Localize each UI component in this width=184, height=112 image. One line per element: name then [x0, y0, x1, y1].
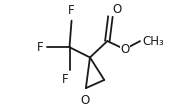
- Text: O: O: [80, 94, 89, 107]
- Text: F: F: [37, 41, 44, 54]
- Text: O: O: [120, 43, 129, 56]
- Text: CH₃: CH₃: [143, 35, 164, 48]
- Text: O: O: [112, 2, 121, 15]
- Text: F: F: [62, 73, 68, 86]
- Text: F: F: [68, 4, 75, 17]
